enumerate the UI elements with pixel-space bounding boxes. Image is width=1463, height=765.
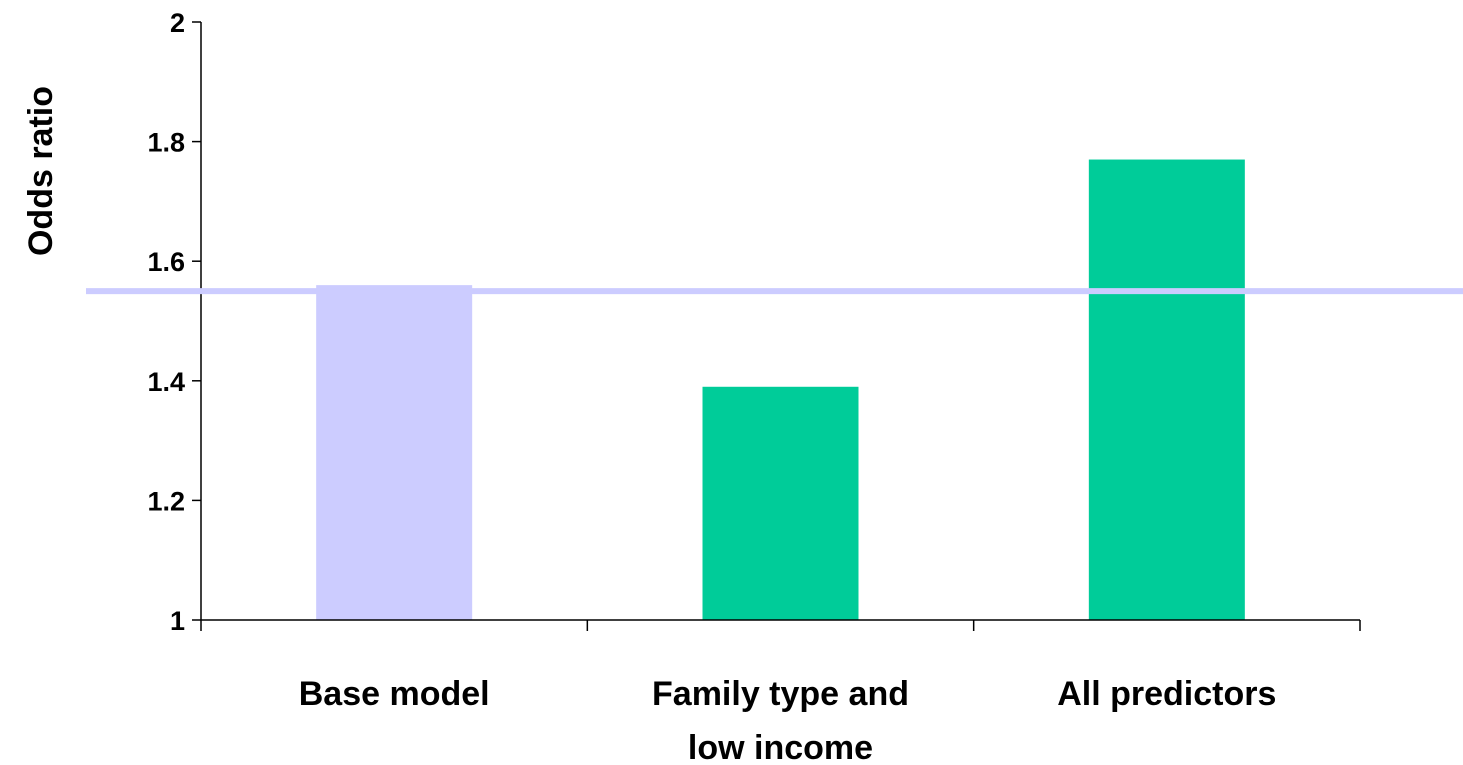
bar <box>1088 159 1245 621</box>
y-tick-label: 1.4 <box>147 367 185 397</box>
x-category-label: All predictors <box>1057 675 1276 713</box>
bar <box>702 386 859 620</box>
y-tick-label: 1 <box>170 606 185 636</box>
y-tick-label: 1.6 <box>147 247 185 277</box>
x-category-label: Family type and low income <box>652 675 909 765</box>
bars-group <box>316 159 1245 621</box>
y-ticks-group: 1 1.2 1.4 1.6 1.8 2 <box>147 8 201 636</box>
x-category-label-line: Family type and <box>652 675 909 713</box>
x-category-label: Base model <box>299 675 490 713</box>
y-axis-title: Odds ratio <box>22 86 60 256</box>
y-tick-label: 1.2 <box>147 486 185 516</box>
x-category-label-line: Base model <box>299 675 490 713</box>
x-ticks-group: Base model Family type and low income All p… <box>200 620 1361 765</box>
axes-group <box>200 22 1360 621</box>
bar <box>316 285 473 620</box>
y-tick-label: 1.8 <box>147 128 185 158</box>
x-category-label-line: low income <box>688 729 873 765</box>
x-category-label-line: All predictors <box>1057 675 1276 713</box>
y-tick-label: 2 <box>170 8 185 38</box>
